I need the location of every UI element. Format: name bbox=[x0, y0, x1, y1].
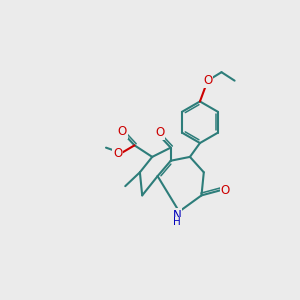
Text: O: O bbox=[221, 184, 230, 196]
Text: O: O bbox=[203, 74, 212, 87]
Text: O: O bbox=[118, 125, 127, 138]
Text: O: O bbox=[113, 146, 122, 160]
Text: O: O bbox=[155, 126, 164, 139]
Text: H: H bbox=[173, 217, 181, 227]
Text: N: N bbox=[172, 209, 181, 222]
